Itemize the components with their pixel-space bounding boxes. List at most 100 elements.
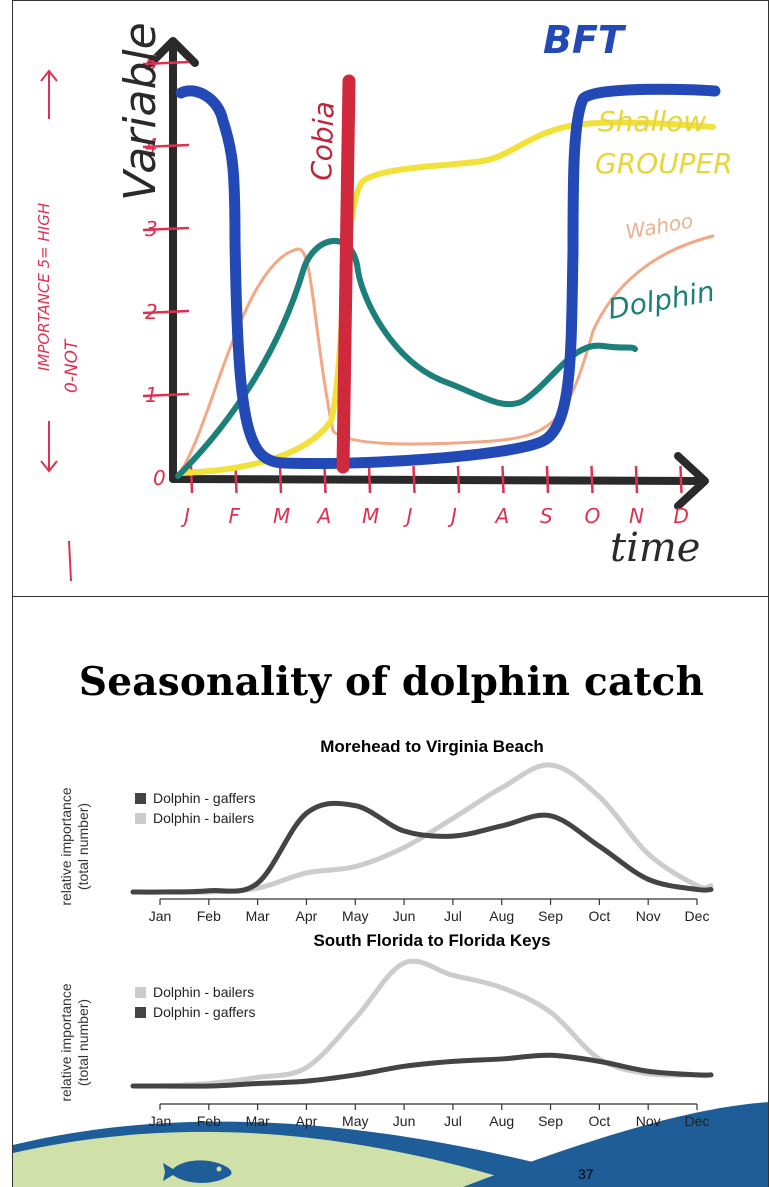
slide-panel: Seasonality of dolphin catch 37 Morehead… — [12, 597, 769, 1187]
sketch-y-tick-label: 3 — [145, 217, 158, 241]
x-tick-label: Aug — [489, 908, 514, 924]
sketch-x-tick — [278, 465, 283, 494]
x-tick-label: May — [342, 908, 368, 924]
sketch-month-label: F — [229, 504, 241, 528]
sketch-axes — [147, 37, 709, 510]
legend-label: Dolphin - gaffers — [153, 1004, 255, 1020]
series-line — [130, 800, 714, 895]
sketch-x-tick — [679, 465, 683, 494]
density-charts: 37 Morehead to Virginia Beach relative im… — [13, 737, 768, 1187]
sketch-y-tick — [142, 143, 190, 149]
x-tick-label: Oct — [588, 1113, 610, 1129]
sketch-month-label: J — [447, 504, 457, 528]
x-tick-label: Dec — [685, 908, 710, 924]
page-number: 37 — [578, 1166, 594, 1182]
chart-y-label: relative importance — [58, 983, 74, 1101]
bft-curve — [175, 83, 721, 470]
x-tick-label: Jan — [149, 1113, 172, 1129]
cobia-bar — [336, 74, 356, 474]
sketch-x-arrow — [674, 452, 709, 510]
sketch-curves — [175, 74, 721, 479]
chart-2: South Florida to Florida Keys relative im… — [58, 931, 714, 1129]
sketch-x-tick — [412, 465, 416, 494]
sketch-y-axis-label: Variable — [115, 22, 166, 201]
sketch-x-axis-label: time — [610, 525, 700, 571]
x-tick-label: Aug — [489, 1113, 514, 1129]
fish-logo-icon — [163, 1160, 232, 1183]
sketch-x-tick — [367, 465, 372, 494]
x-tick-label: Apr — [296, 1113, 318, 1129]
sketch-month-label: A — [316, 504, 332, 528]
importance-note-low: 0-NOT — [62, 338, 82, 393]
chart-title: South Florida to Florida Keys — [313, 931, 550, 950]
importance-arrows — [40, 69, 72, 582]
sketch-x-axis — [169, 475, 707, 485]
bft-tag: BFT — [543, 18, 627, 62]
importance-note-high: IMPORTANCE 5= HIGH — [35, 203, 53, 371]
x-tick-label: May — [342, 1113, 368, 1129]
sketch-month-label: O — [585, 504, 601, 528]
legend-label: Dolphin - bailers — [153, 810, 254, 826]
x-tick-label: Jan — [149, 908, 172, 924]
chart-y-label-units: (total number) — [75, 999, 91, 1086]
grouper-label: GROUPER — [595, 147, 733, 180]
x-tick-label: Nov — [636, 1113, 661, 1129]
sketch-y-tick-label: 2 — [145, 300, 158, 324]
chart-y-label-units: (total number) — [75, 803, 91, 890]
x-tick-label: Jun — [393, 908, 416, 924]
sketch-y-tick — [142, 309, 190, 315]
sketch-x-tick — [634, 465, 639, 494]
dolphin-label: Dolphin — [605, 275, 717, 326]
sketch-y-tick — [142, 60, 190, 66]
sketch-y-tick-label: 5 — [145, 51, 158, 75]
x-tick-label: Oct — [588, 908, 610, 924]
sketch-month-label: A — [494, 504, 510, 528]
sketch-x-tick — [456, 465, 461, 494]
slide-title: Seasonality of dolphin catch — [78, 659, 705, 705]
sketch-x-tick — [545, 465, 550, 494]
series-line — [130, 1052, 714, 1089]
x-tick-label: Apr — [296, 908, 318, 924]
legend-swatch — [135, 1007, 146, 1018]
sketch-y-arrow — [147, 37, 199, 67]
sketch-y-tick — [142, 392, 190, 398]
x-tick-label: Jul — [444, 1113, 462, 1129]
x-tick-label: Sep — [538, 908, 563, 924]
x-tick-label: Feb — [197, 1113, 221, 1129]
x-tick-label: Nov — [636, 908, 661, 924]
wahoo-curve — [179, 234, 715, 473]
sketch-y-tick-label: 0 — [153, 466, 166, 490]
legend-swatch — [135, 813, 146, 824]
sketch-x-tick — [501, 465, 505, 494]
sketch-month-label: M — [273, 504, 290, 528]
sketch-month-label: N — [629, 504, 644, 528]
chart-1: Morehead to Virginia Beach relative impor… — [58, 737, 714, 924]
sketch-y-tick — [142, 226, 190, 232]
x-tick-label: Jun — [393, 1113, 416, 1129]
grouper-curve — [178, 119, 716, 476]
legend-label: Dolphin - bailers — [153, 984, 254, 1000]
x-tick-label: Sep — [538, 1113, 563, 1129]
sketch-month-label: D — [674, 504, 689, 528]
chart-y-label: relative importance — [58, 787, 74, 905]
sketch-month-label: M — [362, 504, 379, 528]
x-tick-label: Jul — [444, 908, 462, 924]
x-tick-label: Mar — [246, 1113, 270, 1129]
sketch-x-tick — [590, 465, 594, 494]
chart-title: Morehead to Virginia Beach — [320, 737, 544, 756]
sketch-month-label: J — [180, 504, 190, 528]
legend-swatch — [135, 987, 146, 998]
x-tick-label: Mar — [246, 908, 270, 924]
sketch-month-label: J — [403, 504, 413, 528]
series-line — [130, 762, 714, 895]
shallow-label: Shallow — [598, 105, 706, 138]
legend-label: Dolphin - gaffers — [153, 790, 255, 806]
sketch-x-tick — [323, 465, 327, 494]
sketch-month-label: S — [540, 504, 553, 528]
dolphin-curve — [175, 238, 638, 479]
wahoo-label: Wahoo — [624, 208, 695, 243]
sketch-y-tick-label: 1 — [145, 383, 158, 407]
